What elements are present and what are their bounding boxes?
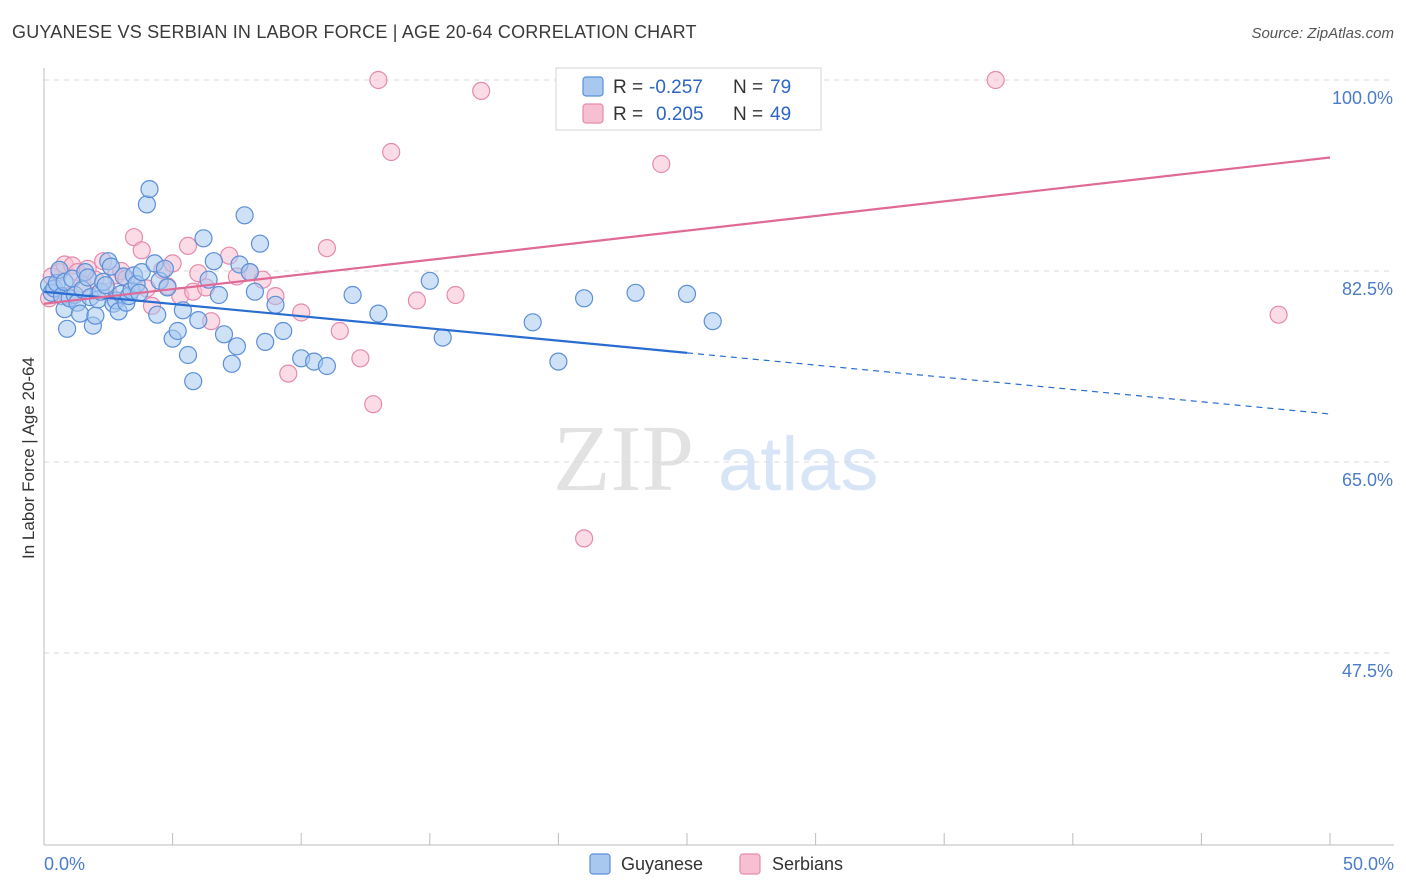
serbian-point-43	[446, 285, 465, 305]
y-axis-label: In Labor Force | Age 20-64	[19, 357, 38, 559]
watermark: ZIP atlas	[553, 407, 879, 511]
chart-source: Source: ZipAtlas.com	[1251, 25, 1394, 42]
stats-r-label-guyanese: R =	[613, 77, 643, 98]
guyanese-point-39	[140, 180, 159, 199]
legend-label-guyanese: Guyanese	[621, 854, 703, 874]
guyanese-point-61	[245, 282, 264, 301]
y-tick-label-82.5: 82.5%	[1342, 279, 1393, 299]
stats-swatch-serbian	[582, 103, 604, 124]
stats-legend: R = -0.257 N = 79 R = 0.205 N = 49	[555, 67, 822, 131]
guyanese-point-69	[343, 285, 362, 305]
stats-r-label-serbian: R =	[613, 104, 643, 125]
guyanese-point-19	[86, 306, 105, 325]
x-tick-marks	[43, 833, 1331, 845]
guyanese-point-76	[626, 283, 645, 302]
serbian-point-48	[1269, 305, 1288, 324]
stats-n-value-guyanese: 79	[770, 77, 791, 98]
stats-n-label-serbian: N =	[733, 104, 763, 125]
serbian-point-41	[382, 142, 401, 162]
legend-swatch-guyanese	[589, 853, 611, 875]
guyanese-point-23	[96, 276, 115, 295]
guyanese-point-53	[204, 252, 223, 271]
guyanese-point-43	[155, 259, 174, 278]
serbian-point-40	[369, 70, 388, 90]
guyanese-point-49	[184, 372, 203, 391]
serbian-point-34	[279, 364, 298, 383]
serbian-point-24	[178, 236, 198, 255]
guyanese-point-56	[222, 354, 241, 373]
chart-title: GUYANESE VS SERBIAN IN LABOR FORCE | AGE…	[12, 22, 697, 42]
guyanese-point-54	[209, 285, 228, 305]
serbian-point-38	[351, 349, 370, 368]
guyanese-point-46	[168, 321, 187, 341]
guyanese-point-62	[250, 234, 270, 253]
legend-swatch-serbian	[739, 853, 761, 875]
guyanese-point-37	[132, 263, 151, 282]
guyanese-trendline	[43, 290, 688, 354]
guyanese-point-65	[274, 321, 293, 341]
legend-label-serbian: Serbians	[772, 854, 843, 874]
watermark-atlas: atlas	[718, 422, 879, 507]
guyanese-point-78	[703, 312, 722, 331]
series-legend: Guyanese Serbians	[589, 853, 843, 875]
trendlines	[43, 156, 1331, 415]
serbian-trendline	[43, 156, 1331, 305]
guyanese-point-60	[240, 263, 259, 282]
guyanese-point-44	[158, 278, 177, 297]
guyanese-point-64	[266, 295, 285, 314]
guyanese-point-63	[256, 332, 275, 351]
guyanese-point-70	[369, 304, 388, 323]
stats-n-label-guyanese: N =	[733, 77, 763, 98]
guyanese-point-57	[227, 337, 246, 356]
stats-r-value-serbian: 0.205	[656, 104, 704, 125]
guyanese-point-55	[214, 325, 234, 344]
guyanese-point-75	[574, 289, 594, 308]
guyanese-point-74	[549, 352, 568, 371]
serbian-point-44	[472, 81, 491, 101]
guyanese-point-41	[148, 305, 167, 324]
guyanese-points	[39, 180, 722, 391]
y-tick-labels: 100.0% 82.5% 65.0% 47.5%	[1332, 88, 1393, 681]
axes	[43, 68, 1394, 846]
y-tick-label-65: 65.0%	[1342, 470, 1393, 490]
guyanese-point-25	[101, 257, 121, 276]
stats-swatch-guyanese	[582, 76, 604, 97]
guyanese-point-59	[235, 206, 254, 225]
serbian-point-42	[407, 291, 426, 310]
y-tick-label-100: 100.0%	[1332, 88, 1393, 108]
watermark-zip: ZIP	[553, 407, 694, 511]
serbian-point-37	[330, 321, 349, 341]
guyanese-point-51	[194, 229, 213, 248]
guyanese-point-16	[78, 268, 97, 287]
serbian-point-45	[574, 529, 594, 548]
guyanese-point-77	[677, 284, 697, 303]
guyanese-point-13	[70, 304, 90, 323]
guyanese-trendline-extension	[686, 352, 1331, 415]
guyanese-point-50	[189, 311, 208, 330]
guyanese-point-8	[57, 319, 77, 338]
guyanese-point-73	[523, 313, 542, 332]
guyanese-point-38	[137, 195, 156, 214]
serbian-point-35	[292, 303, 311, 322]
serbian-point-17	[132, 241, 151, 260]
stats-r-value-guyanese: -0.257	[649, 77, 703, 98]
serbian-point-46	[652, 154, 671, 174]
stats-n-value-serbian: 49	[770, 104, 791, 125]
serbian-point-39	[364, 395, 383, 414]
y-tick-label-47.5: 47.5%	[1342, 661, 1393, 681]
serbian-point-47	[986, 70, 1005, 90]
guyanese-point-68	[317, 356, 336, 376]
x-tick-label-max: 50.0%	[1343, 854, 1394, 874]
serbian-point-36	[317, 239, 336, 258]
guyanese-point-71	[420, 271, 439, 290]
x-tick-label-min: 0.0%	[44, 854, 85, 874]
guyanese-point-48	[178, 345, 198, 365]
gridlines	[44, 79, 1394, 654]
guyanese-point-72	[433, 328, 452, 347]
